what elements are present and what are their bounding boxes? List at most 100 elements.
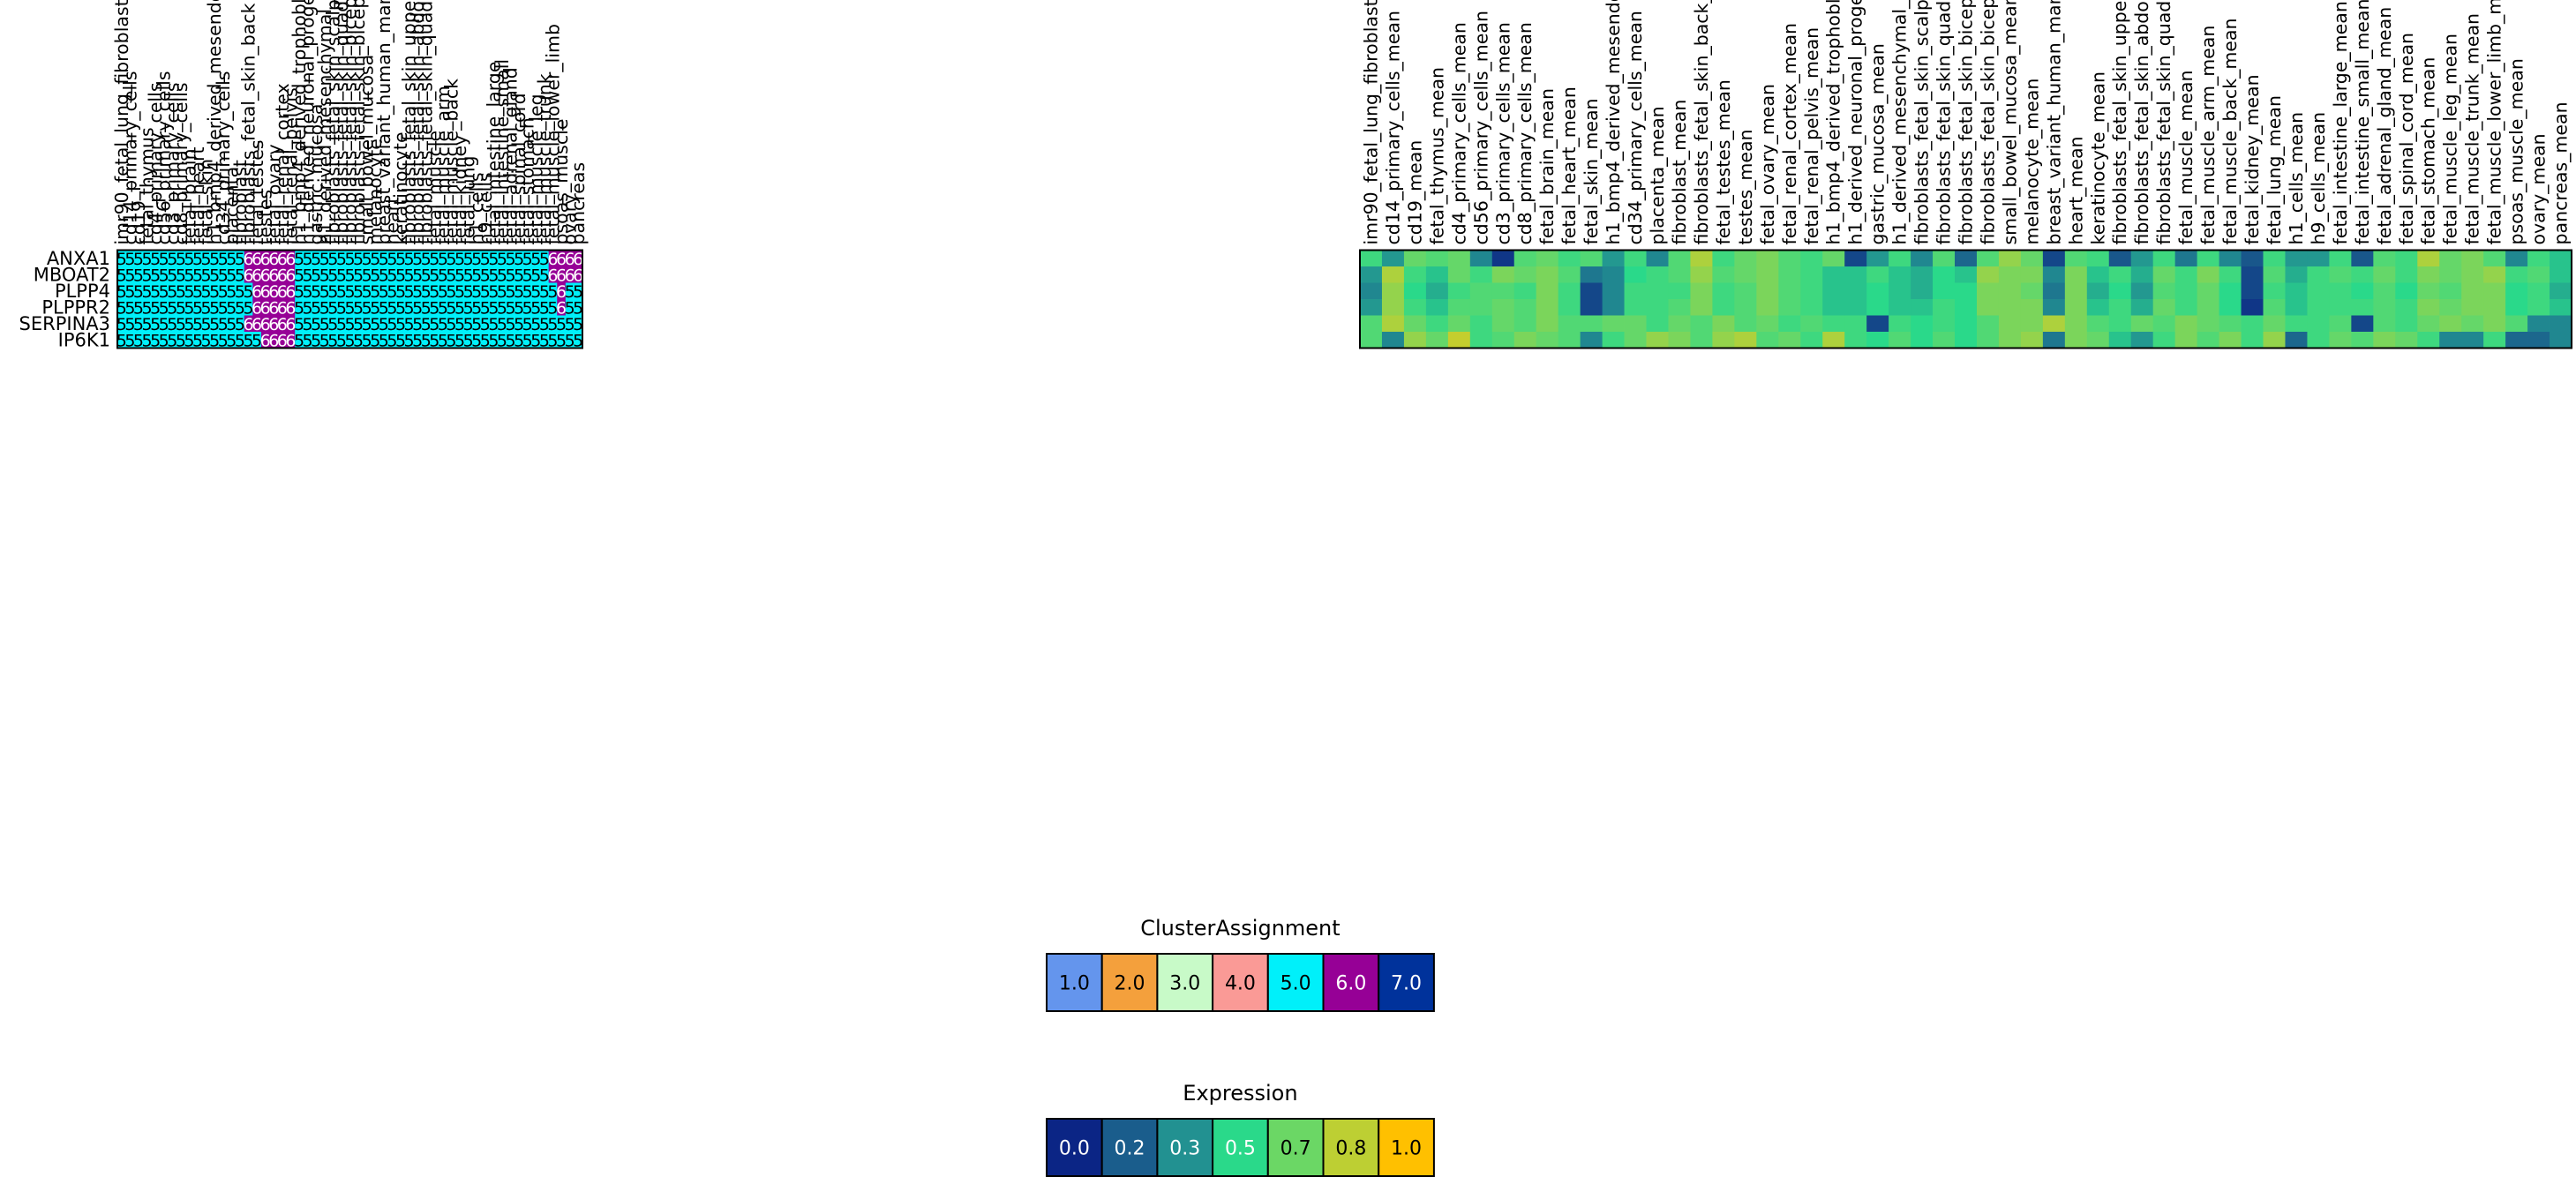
cell-label: 5 [404,315,415,334]
heatmap-cell [295,282,304,300]
cell-label: 6 [260,331,271,350]
cell-label: 5 [235,331,245,350]
legend-swatch [1266,953,1325,1012]
heatmap-cell [295,315,304,333]
heatmap-cell [472,250,482,267]
heatmap-cell [2417,332,2440,349]
column-label: ovary [560,194,581,245]
heatmap-cell [371,250,380,267]
column-label: fetal_intestine_small_mean [2352,0,2374,245]
column-label: h1_cells_mean [2286,112,2308,245]
heatmap-cell [447,266,456,283]
heatmap-cell [396,282,406,300]
heatmap-cell [201,266,211,283]
heatmap-cell [151,282,161,300]
cell-label: 5 [141,250,152,269]
heatmap-cell [498,266,507,283]
heatmap-cell [2307,266,2330,283]
heatmap-border [1359,249,2572,349]
cell-label: 6 [556,282,567,302]
heatmap-cell [2086,250,2110,267]
cell-label: 5 [176,282,186,302]
heatmap-cell [1558,250,1581,267]
cell-label: 5 [471,250,482,269]
heatmap-cell [1844,282,1867,300]
heatmap-cell [2527,250,2550,267]
cell-label: 5 [184,266,194,285]
heatmap-cell [125,250,135,267]
column-label: fibroblast_mean [1669,100,1691,245]
heatmap-cell [1381,299,1405,316]
column-label: fibroblasts_fetal_skin_biceps_left [340,0,362,245]
heatmap-cell [1712,332,1735,349]
column-label: h1_cells [466,172,488,244]
heatmap-cell [2086,332,2110,349]
cell-label: 5 [395,315,406,334]
cell-label: 6 [556,298,567,318]
heatmap-cell [439,332,448,349]
column-label: fibroblasts_fetal_skin_quadriceps_right_… [2153,0,2175,245]
cell-label: 5 [539,298,550,318]
column-label: fetal_intestine_large_mean [2330,1,2352,244]
column-label: h9_cells_mean [2308,112,2330,245]
cell-label: 5 [176,266,186,285]
cell-label: 5 [311,298,321,318]
cell-label: 5 [446,250,456,269]
cell-label: 5 [218,298,229,318]
heatmap-cell [540,332,550,349]
heatmap-cell [2130,266,2154,283]
heatmap-cell [2483,266,2506,283]
heatmap-cell [1911,282,1934,300]
heatmap-cell [1624,332,1647,349]
cell-label: 5 [327,298,338,318]
cell-label: 5 [344,282,355,302]
cell-label: 6 [260,266,271,285]
column-label: fetal_muscle [424,131,446,245]
cell-label: 5 [311,266,321,285]
heatmap-cell [2373,282,2396,300]
cell-label: 5 [209,331,220,350]
heatmap-cell [210,315,220,333]
cell-label: 6 [277,266,288,285]
heatmap-cell [278,250,288,267]
heatmap-cell [218,332,228,349]
heatmap-cell [142,250,152,267]
cell-label: 5 [303,250,313,269]
cell-label: 5 [176,331,186,350]
cell-label: 5 [167,282,177,302]
cell-label: 6 [260,250,271,269]
heatmap-cell [260,315,270,333]
heatmap-cell [1447,266,1471,283]
cell-label: 6 [285,266,296,285]
heatmap-cell [1624,315,1647,333]
cell-label: 5 [209,250,220,269]
heatmap-cell [134,332,144,349]
heatmap-cell [1822,282,1845,300]
heatmap-cell [1580,266,1603,283]
heatmap-cell [413,315,423,333]
heatmap-cell [1690,282,1713,300]
cell-label: 5 [344,315,355,334]
column-label: fetal_lung_mean [2264,95,2286,244]
heatmap-cell [506,315,515,333]
legend-label: 3.0 [1169,973,1200,995]
heatmap-cell [531,315,541,333]
heatmap-cell [455,266,465,283]
heatmap-cell [1381,250,1405,267]
heatmap-cell [2527,266,2550,283]
heatmap-cell [2108,266,2132,283]
heatmap-cell [125,299,135,316]
heatmap-cell [210,250,220,267]
heatmap-cell [557,282,567,300]
heatmap-cell [522,315,532,333]
heatmap-cell [1403,282,1427,300]
heatmap-cell [531,250,541,267]
column-label: h1_bmp4_derived_mesendoderm_cultured_cel… [204,0,226,244]
heatmap-cell [295,266,304,283]
heatmap-cell [522,266,532,283]
cell-label: 5 [124,282,135,302]
heatmap-cell [2395,332,2418,349]
heatmap-cell [2550,332,2572,349]
cell-label: 5 [480,266,491,285]
cell-label: 5 [311,282,321,302]
